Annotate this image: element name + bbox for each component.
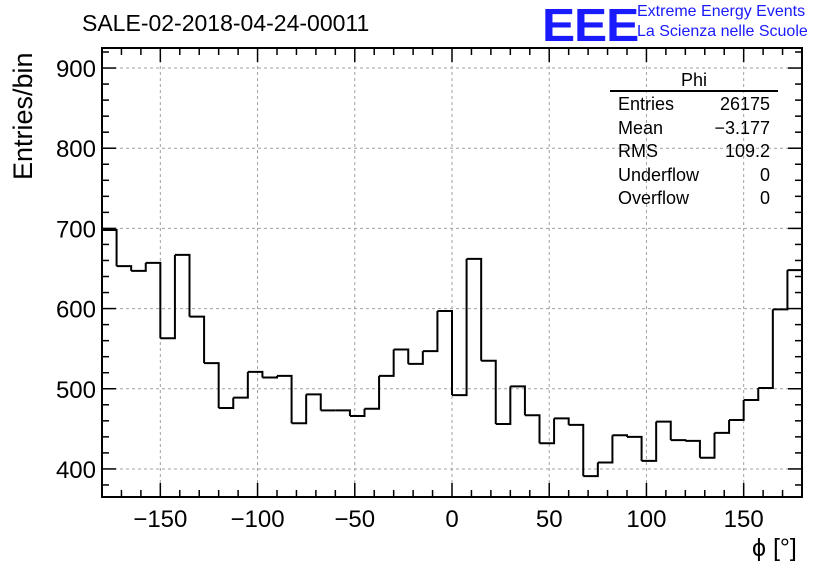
x-tick-label: −50 — [334, 506, 375, 533]
histogram-bin — [204, 362, 220, 409]
chart-title: SALE-02-2018-04-24-00011 — [82, 10, 370, 36]
stats-row: Underflow 0 — [610, 163, 778, 187]
stats-label: Underflow — [618, 164, 700, 185]
logo-line-2: La Scienza nelle Scuole — [637, 23, 808, 40]
stats-value: 26175 — [719, 94, 770, 114]
histogram-bin — [145, 261, 162, 339]
histogram-bin — [408, 351, 424, 365]
x-tick-label: −100 — [231, 506, 285, 533]
histogram-bin — [729, 399, 745, 422]
stats-row: RMS 109.2 — [610, 139, 778, 163]
histogram-bin — [131, 262, 147, 272]
y-tick-label: 600 — [56, 297, 96, 324]
histogram-bin — [437, 309, 453, 396]
stats-box: Phi Entries 26175 Mean −3.177 RMS 109.2 … — [610, 70, 778, 210]
stats-title: Phi — [610, 70, 778, 92]
histogram-bin — [262, 375, 278, 379]
stats-label: Mean — [618, 117, 664, 138]
histogram-bin — [597, 435, 614, 464]
stats-row: Mean −3.177 — [610, 116, 778, 140]
histogram-bin — [685, 439, 701, 458]
histogram-bin — [568, 423, 585, 477]
histogram-bin — [422, 310, 439, 353]
stats-value: 109.2 — [724, 141, 770, 161]
stats-label: Entries — [618, 94, 675, 114]
histogram-bin — [641, 421, 658, 462]
histogram-bin — [524, 414, 541, 444]
x-tick-label: −150 — [133, 506, 187, 533]
histogram-bin — [247, 370, 264, 378]
histogram-bin — [670, 439, 687, 442]
tick-labels: −150 −100 −50 0 50 100 150 400 500 600 700 800 900 — [56, 56, 764, 533]
x-tick-label: 0 — [445, 506, 458, 533]
histogram-bin — [452, 258, 468, 397]
histogram-bin — [612, 434, 628, 437]
y-axis-label: Entries/bin — [8, 52, 38, 180]
histogram-bin — [102, 229, 118, 267]
y-tick-label: 700 — [56, 216, 96, 243]
histogram-bin — [349, 408, 366, 418]
histogram-bin — [160, 254, 176, 340]
histogram-bin — [510, 385, 526, 416]
histogram-bin — [656, 420, 672, 441]
histogram-bin — [335, 409, 351, 417]
histogram-bin — [714, 420, 731, 434]
histogram-bin — [481, 359, 497, 425]
y-tick-label: 900 — [56, 56, 96, 83]
histogram-bin — [116, 265, 133, 271]
stats-label: Overflow — [618, 188, 690, 208]
histogram-bin — [364, 375, 381, 410]
eee-logo: EEE — [542, 0, 639, 51]
histogram-bin — [539, 418, 556, 445]
histogram-bin — [218, 397, 235, 410]
x-tick-label: 150 — [724, 506, 764, 533]
axes — [101, 47, 803, 498]
stats-row: Entries 26175 — [610, 92, 778, 116]
histogram-bin — [495, 386, 512, 426]
histogram-bin — [306, 393, 322, 411]
x-tick-label: 50 — [536, 506, 563, 533]
y-tick-label: 800 — [56, 136, 96, 163]
histogram-bin — [554, 417, 570, 425]
histogram-bin — [772, 270, 789, 311]
stats-label: RMS — [618, 141, 658, 161]
stats-row: Overflow 0 — [610, 186, 778, 210]
histogram-bin — [379, 349, 395, 377]
histogram-bin — [189, 315, 206, 364]
histogram-bin — [743, 387, 760, 401]
histogram-bin — [291, 394, 308, 425]
histogram-bin — [233, 371, 249, 399]
logo-line-1: Extreme Energy Events — [637, 3, 806, 20]
histogram-bin — [699, 432, 716, 459]
histogram-bin — [277, 374, 293, 424]
histogram-bars — [102, 205, 803, 478]
y-tick-label: 400 — [56, 457, 96, 484]
histogram-bin — [393, 348, 410, 364]
y-tick-label: 500 — [56, 377, 96, 404]
stats-value: −3.177 — [714, 117, 770, 138]
histogram-bin — [583, 462, 599, 478]
histogram-bin — [627, 435, 643, 461]
eee-logo-text: Extreme Energy Events La Scienza nelle S… — [637, 2, 808, 42]
x-tick-label: 100 — [626, 506, 666, 533]
stats-value: 0 — [759, 188, 770, 208]
stats-value: 0 — [759, 164, 770, 185]
x-axis-label: ϕ [°] — [752, 534, 797, 562]
histogram-bin — [466, 257, 483, 361]
histogram-bin — [174, 253, 191, 317]
histogram-bin — [758, 309, 774, 389]
